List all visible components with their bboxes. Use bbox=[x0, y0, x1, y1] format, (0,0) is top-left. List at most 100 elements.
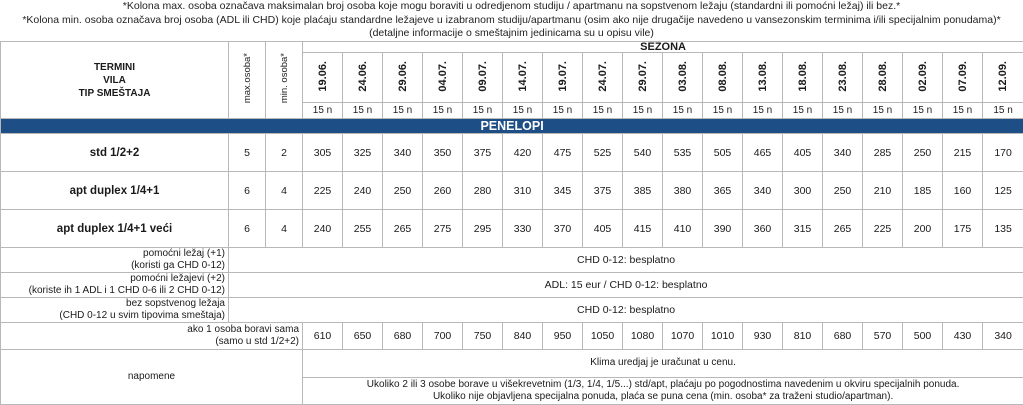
unit-max: 6 bbox=[229, 172, 266, 210]
header-sezona: SEZONA bbox=[303, 42, 1023, 53]
price-cell: 390 bbox=[703, 210, 743, 248]
single-price-cell: 750 bbox=[463, 323, 503, 350]
price-cell: 540 bbox=[623, 134, 663, 172]
price-cell: 250 bbox=[823, 172, 863, 210]
price-cell: 405 bbox=[583, 210, 623, 248]
nights-cell: 15 n bbox=[983, 103, 1023, 119]
nights-cell: 15 n bbox=[943, 103, 983, 119]
price-cell: 345 bbox=[543, 172, 583, 210]
price-cell: 265 bbox=[823, 210, 863, 248]
price-cell: 375 bbox=[463, 134, 503, 172]
date-cell: 07.09. bbox=[943, 53, 983, 103]
season-date: 24.06. bbox=[357, 61, 369, 92]
price-cell: 215 bbox=[943, 134, 983, 172]
date-cell: 13.08. bbox=[743, 53, 783, 103]
date-cell: 02.09. bbox=[903, 53, 943, 103]
header-tip: TIP SMEŠTAJA bbox=[1, 87, 228, 100]
unit-max: 6 bbox=[229, 210, 266, 248]
single-label-line1: ako 1 osoba boravi sama bbox=[1, 324, 299, 336]
price-cell: 380 bbox=[663, 172, 703, 210]
header-max-osoba: max.osoba* bbox=[242, 53, 253, 103]
price-cell: 505 bbox=[703, 134, 743, 172]
date-cell: 03.08. bbox=[663, 53, 703, 103]
remark-line2: Ukoliko 2 ili 3 osobe borave u višekreve… bbox=[303, 379, 1023, 392]
single-price-cell: 650 bbox=[343, 323, 383, 350]
price-cell: 375 bbox=[583, 172, 623, 210]
season-date: 24.07. bbox=[597, 61, 609, 92]
notes-block: *Kolona max. osoba označava maksimalan b… bbox=[0, 0, 1023, 41]
date-cell: 24.07. bbox=[583, 53, 623, 103]
single-row: ako 1 osoba boravi sama(samo u std 1/2+2… bbox=[1, 323, 1023, 350]
header-labels: TERMINI VILA TIP SMEŠTAJA bbox=[1, 42, 229, 119]
price-cell: 360 bbox=[743, 210, 783, 248]
price-cell: 240 bbox=[343, 172, 383, 210]
extra-value: CHD 0-12: besplatno bbox=[229, 248, 1023, 273]
date-cell: 29.07. bbox=[623, 53, 663, 103]
price-cell: 410 bbox=[663, 210, 703, 248]
price-cell: 125 bbox=[983, 172, 1023, 210]
nights-cell: 15 n bbox=[503, 103, 543, 119]
price-cell: 340 bbox=[383, 134, 423, 172]
extra-row: pomoćni ležaj (+1)(koristi ga CHD 0-12) C… bbox=[1, 248, 1023, 273]
price-cell: 210 bbox=[863, 172, 903, 210]
nights-cell: 15 n bbox=[743, 103, 783, 119]
extra-label: bez sopstvenog ležaja(CHD 0-12 u svim ti… bbox=[1, 298, 229, 323]
date-cell: 29.06. bbox=[383, 53, 423, 103]
price-cell: 240 bbox=[303, 210, 343, 248]
season-date: 04.07. bbox=[437, 61, 449, 92]
season-date: 14.07. bbox=[517, 61, 529, 92]
season-date: 23.08. bbox=[837, 61, 849, 92]
price-cell: 275 bbox=[423, 210, 463, 248]
price-cell: 135 bbox=[983, 210, 1023, 248]
nights-cell: 15 n bbox=[703, 103, 743, 119]
price-cell: 185 bbox=[903, 172, 943, 210]
date-cell: 23.08. bbox=[823, 53, 863, 103]
price-cell: 225 bbox=[303, 172, 343, 210]
price-cell: 160 bbox=[943, 172, 983, 210]
single-price-cell: 500 bbox=[903, 323, 943, 350]
price-cell: 280 bbox=[463, 172, 503, 210]
single-price-cell: 680 bbox=[383, 323, 423, 350]
nights-cell: 15 n bbox=[423, 103, 463, 119]
date-cell: 08.08. bbox=[703, 53, 743, 103]
price-cell: 260 bbox=[423, 172, 463, 210]
season-date: 08.08. bbox=[717, 61, 729, 92]
price-cell: 265 bbox=[383, 210, 423, 248]
date-cell: 04.07. bbox=[423, 53, 463, 103]
date-cell: 24.06. bbox=[343, 53, 383, 103]
single-label-line2: (samo u std 1/2+2) bbox=[1, 336, 299, 348]
price-cell: 405 bbox=[783, 134, 823, 172]
price-cell: 250 bbox=[903, 134, 943, 172]
extra-label-line2: (koristi ga CHD 0-12) bbox=[1, 260, 225, 272]
nights-cell: 15 n bbox=[463, 103, 503, 119]
price-cell: 200 bbox=[903, 210, 943, 248]
remarks-label: napomene bbox=[1, 350, 303, 405]
extra-label-line2: (CHD 0-12 u svim tipovima smeštaja) bbox=[1, 310, 225, 322]
price-cell: 350 bbox=[423, 134, 463, 172]
header-termini: TERMINI bbox=[1, 61, 228, 74]
season-date: 13.08. bbox=[757, 61, 769, 92]
single-price-cell: 700 bbox=[423, 323, 463, 350]
single-label: ako 1 osoba boravi sama(samo u std 1/2+2… bbox=[1, 323, 303, 350]
price-cell: 325 bbox=[343, 134, 383, 172]
extra-row: bez sopstvenog ležaja(CHD 0-12 u svim ti… bbox=[1, 298, 1023, 323]
extra-value: CHD 0-12: besplatno bbox=[229, 298, 1023, 323]
extra-row: pomoćni ležajevi (+2)(koriste ih 1 ADL i… bbox=[1, 273, 1023, 298]
header-min-osoba: min. osoba* bbox=[279, 53, 290, 103]
villa-name: PENELOPI bbox=[1, 119, 1023, 134]
single-price-cell: 1010 bbox=[703, 323, 743, 350]
extra-label: pomoćni ležajevi (+2)(koriste ih 1 ADL i… bbox=[1, 273, 229, 298]
extra-label-line1: pomoćni ležaj (+1) bbox=[1, 248, 225, 260]
header-min-cell: min. osoba* bbox=[266, 42, 303, 119]
unit-min: 2 bbox=[266, 134, 303, 172]
price-cell: 310 bbox=[503, 172, 543, 210]
price-cell: 170 bbox=[983, 134, 1023, 172]
extra-label-line1: bez sopstvenog ležaja bbox=[1, 298, 225, 310]
price-cell: 535 bbox=[663, 134, 703, 172]
remark-details: Ukoliko 2 ili 3 osobe borave u višekreve… bbox=[303, 378, 1023, 405]
nights-cell: 15 n bbox=[663, 103, 703, 119]
season-date: 09.07. bbox=[477, 61, 489, 92]
